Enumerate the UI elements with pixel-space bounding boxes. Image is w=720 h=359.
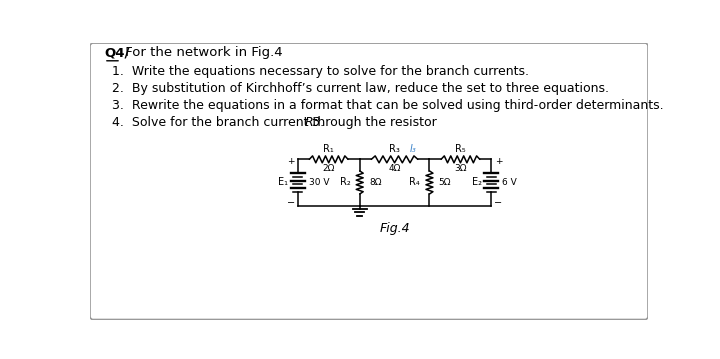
Text: −: − <box>495 198 503 208</box>
Text: R₅: R₅ <box>455 144 466 154</box>
Text: For the network in Fig.4: For the network in Fig.4 <box>121 46 283 59</box>
FancyBboxPatch shape <box>90 43 648 320</box>
Text: Q4/: Q4/ <box>104 46 130 59</box>
Text: 8Ω: 8Ω <box>369 178 382 187</box>
Text: 4Ω: 4Ω <box>388 164 401 173</box>
Text: 30 V: 30 V <box>309 178 329 187</box>
Text: R₁: R₁ <box>323 144 334 154</box>
Text: 2.  By substitution of Kirchhoff’s current law, reduce the set to three equation: 2. By substitution of Kirchhoff’s curren… <box>112 81 608 95</box>
Text: 3.  Rewrite the equations in a format that can be solved using third-order deter: 3. Rewrite the equations in a format tha… <box>112 99 663 112</box>
Text: R₂: R₂ <box>340 177 351 187</box>
Text: 6 V: 6 V <box>503 178 517 187</box>
Text: I₃: I₃ <box>410 144 417 154</box>
Text: R3.: R3. <box>305 116 325 129</box>
Text: +: + <box>287 157 294 166</box>
Text: 4.  Solve for the branch current through the resistor: 4. Solve for the branch current through … <box>112 116 441 129</box>
Text: 3Ω: 3Ω <box>454 164 467 173</box>
Text: 2Ω: 2Ω <box>323 164 335 173</box>
Text: Fig.4: Fig.4 <box>379 222 410 235</box>
Text: −: − <box>287 198 294 208</box>
Text: E₂: E₂ <box>472 177 482 187</box>
Text: 1.  Write the equations necessary to solve for the branch currents.: 1. Write the equations necessary to solv… <box>112 65 528 78</box>
Text: R₃: R₃ <box>389 144 400 154</box>
Text: 5Ω: 5Ω <box>438 178 451 187</box>
Text: R₄: R₄ <box>410 177 420 187</box>
Text: +: + <box>495 157 502 166</box>
Text: E₁: E₁ <box>279 177 289 187</box>
